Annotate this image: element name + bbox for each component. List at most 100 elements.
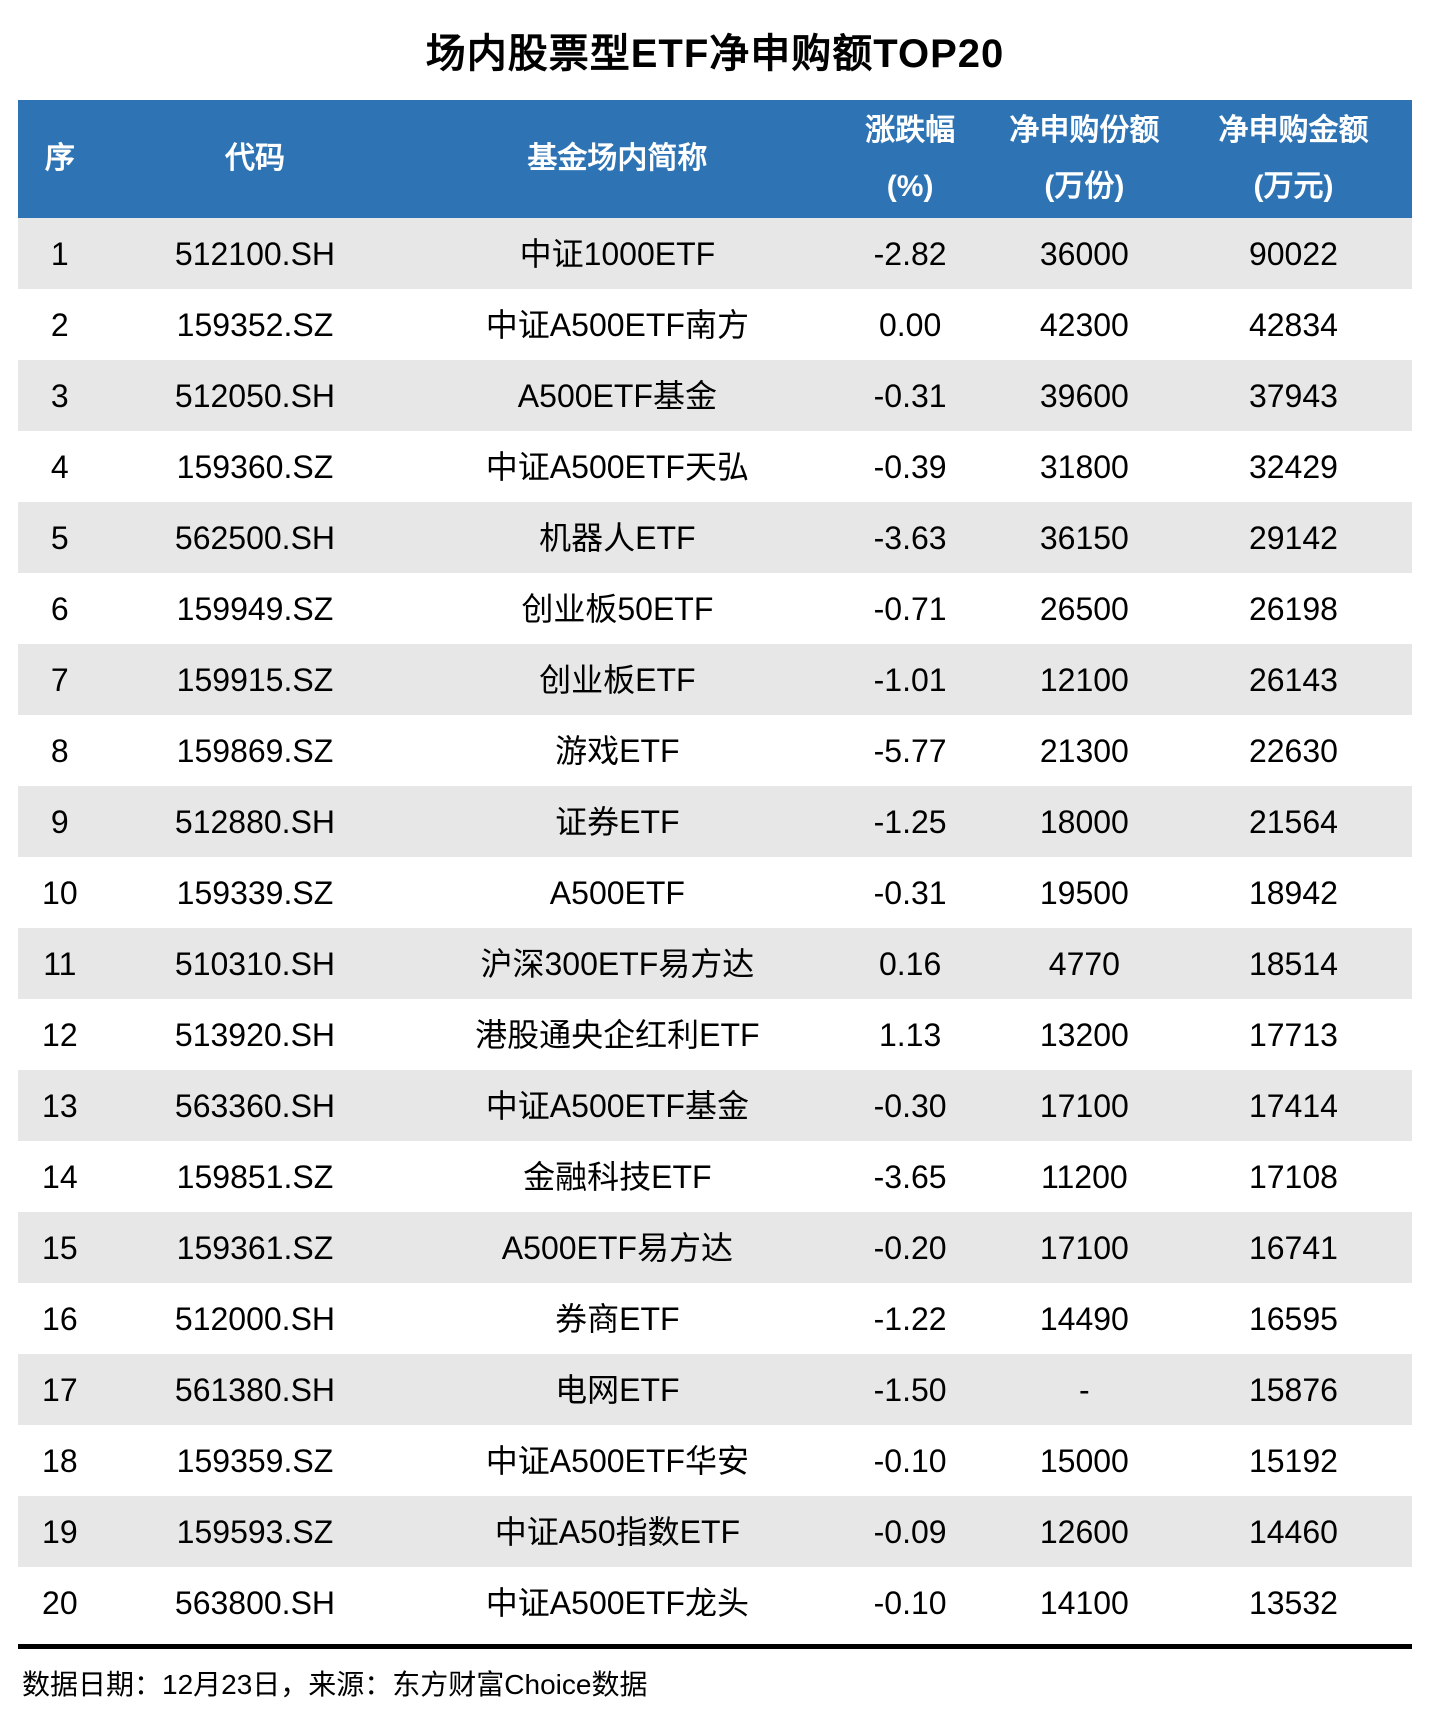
column-header-label: 序 [44,142,75,175]
cell-fund-name: 证券ETF [555,803,680,840]
cell-net-sub-shares: 31800 [1039,448,1129,485]
cell-change-pct: 1.13 [878,1016,942,1053]
cell-change-pct: -3.63 [873,519,947,556]
cell-code: 159359.SZ [176,1442,334,1479]
cell-change-pct: -1.01 [873,661,947,698]
cell-net-sub-amount: 16741 [1248,1229,1338,1266]
cell-net-sub-amount: 29142 [1248,519,1338,556]
cell-change-pct: 0.16 [878,945,942,982]
column-header-unit: (%) [886,170,934,203]
table-row: 7 159915.SZ 创业板ETF -1.01 12100 26143 [18,644,1412,715]
cell-code: 513920.SH [174,1016,336,1053]
column-header-seq: 序 [18,100,102,218]
cell-net-sub-shares: 17100 [1039,1087,1129,1124]
cell-seq: 1 [50,235,69,272]
cell-net-sub-shares: 36000 [1039,235,1129,272]
cell-code: 159361.SZ [176,1229,334,1266]
cell-net-sub-amount: 17108 [1248,1158,1338,1195]
cell-net-sub-amount: 16595 [1248,1300,1338,1337]
cell-net-sub-shares: 39600 [1039,377,1129,414]
cell-fund-name: A500ETF基金 [517,377,717,414]
cell-net-sub-amount: 37943 [1248,377,1338,414]
cell-net-sub-amount: 90022 [1248,235,1338,272]
table-row: 1 512100.SH 中证1000ETF -2.82 36000 90022 [18,218,1412,289]
cell-fund-name: 电网ETF [555,1371,680,1408]
table-row: 9 512880.SH 证券ETF -1.25 18000 21564 [18,786,1412,857]
column-header-unit: (万元) [1253,170,1334,203]
table-row: 20 563800.SH 中证A500ETF龙头 -0.10 14100 135… [18,1567,1412,1638]
cell-code: 562500.SH [174,519,336,556]
cell-change-pct: -1.25 [873,803,947,840]
cell-change-pct: -0.09 [873,1513,947,1550]
cell-net-sub-amount: 26198 [1248,590,1338,627]
cell-fund-name: 中证A500ETF南方 [485,306,749,343]
table-row: 2 159352.SZ 中证A500ETF南方 0.00 42300 42834 [18,289,1412,360]
cell-net-sub-shares: 19500 [1039,874,1129,911]
cell-seq: 15 [42,1229,78,1266]
cell-net-sub-amount: 21564 [1248,803,1338,840]
cell-fund-name: 机器人ETF [539,519,696,556]
cell-net-sub-shares: 26500 [1039,590,1129,627]
cell-seq: 10 [42,874,78,911]
page-title: 场内股票型ETF净申购额TOP20 [425,32,1005,76]
column-header-label: 涨跌幅 [865,114,956,147]
table-row: 17 561380.SH 电网ETF -1.50 - 15876 [18,1354,1412,1425]
cell-change-pct: -1.50 [873,1371,947,1408]
cell-net-sub-amount: 13532 [1248,1584,1338,1621]
cell-code: 561380.SH [174,1371,336,1408]
cell-code: 159593.SZ [176,1513,334,1550]
cell-fund-name: 中证A500ETF华安 [485,1442,749,1479]
column-header-unit: (万份) [1044,170,1125,203]
cell-change-pct: -0.10 [873,1584,947,1621]
table-header-row: 序 代码 基金场内简称 涨跌幅 (%) 净申购份额 (万份) 净申购金额 (万 [18,100,1412,218]
cell-fund-name: A500ETF易方达 [501,1229,733,1266]
cell-code: 512050.SH [174,377,336,414]
column-header-code: 代码 [102,100,409,218]
cell-fund-name: 中证A500ETF天弘 [485,448,749,485]
cell-net-sub-amount: 17713 [1248,1016,1338,1053]
cell-seq: 13 [42,1087,78,1124]
cell-code: 512000.SH [174,1300,336,1337]
cell-net-sub-shares: 4770 [1048,945,1120,982]
cell-fund-name: 中证A50指数ETF [494,1513,741,1550]
column-header-net-sub-amount: 净申购金额 (万元) [1175,100,1412,218]
cell-fund-name: 中证A500ETF龙头 [485,1584,749,1621]
cell-seq: 17 [42,1371,78,1408]
column-header-label: 净申购金额 [1218,114,1369,147]
cell-code: 159352.SZ [176,306,334,343]
table-row: 18 159359.SZ 中证A500ETF华安 -0.10 15000 151… [18,1425,1412,1496]
cell-change-pct: -5.77 [873,732,947,769]
cell-code: 512100.SH [174,235,336,272]
cell-net-sub-shares: 18000 [1039,803,1129,840]
cell-seq: 2 [50,306,69,343]
cell-net-sub-shares: 13200 [1039,1016,1129,1053]
column-header-change-pct: 涨跌幅 (%) [826,100,993,218]
column-header-label: 基金场内简称 [527,142,708,175]
cell-net-sub-shares: 21300 [1039,732,1129,769]
cell-change-pct: -0.71 [873,590,947,627]
cell-seq: 8 [50,732,69,769]
column-header-net-sub-shares: 净申购份额 (万份) [994,100,1175,218]
cell-change-pct: -0.39 [873,448,947,485]
cell-seq: 16 [42,1300,78,1337]
cell-seq: 5 [50,519,69,556]
cell-net-sub-amount: 22630 [1248,732,1338,769]
cell-fund-name: 中证A500ETF基金 [485,1087,749,1124]
cell-change-pct: -3.65 [873,1158,947,1195]
cell-fund-name: 创业板50ETF [521,590,714,627]
table-row: 10 159339.SZ A500ETF -0.31 19500 18942 [18,857,1412,928]
cell-code: 510310.SH [174,945,336,982]
cell-net-sub-amount: 42834 [1248,306,1338,343]
column-header-label: 代码 [224,142,285,175]
cell-seq: 4 [50,448,69,485]
cell-fund-name: 中证1000ETF [519,235,716,272]
cell-seq: 6 [50,590,69,627]
cell-net-sub-amount: 26143 [1248,661,1338,698]
cell-seq: 11 [43,945,77,982]
cell-net-sub-amount: 14460 [1248,1513,1338,1550]
table-row: 6 159949.SZ 创业板50ETF -0.71 26500 26198 [18,573,1412,644]
cell-code: 159915.SZ [176,661,334,698]
cell-code: 159339.SZ [176,874,334,911]
cell-change-pct: -2.82 [873,235,947,272]
cell-net-sub-shares: 12600 [1039,1513,1129,1550]
